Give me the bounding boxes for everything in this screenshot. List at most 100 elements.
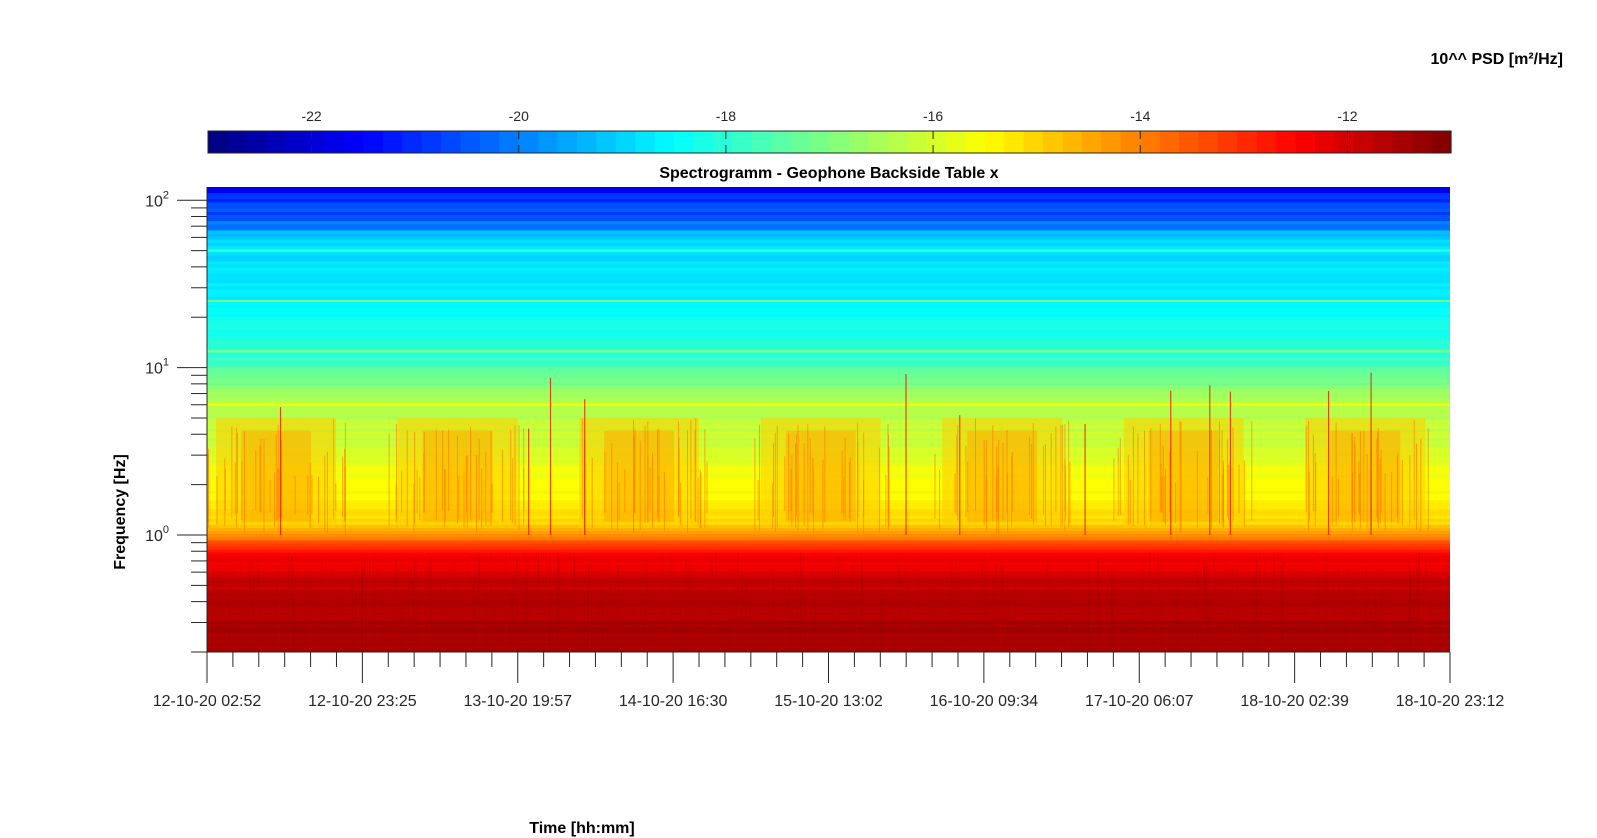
heatmap-row [207, 621, 1450, 625]
colorbar-cell [732, 131, 753, 153]
heatmap-row [207, 258, 1450, 262]
colorbar-cell [946, 131, 967, 153]
colorbar-label: 10^^ PSD [m²/Hz] [1431, 51, 1563, 68]
heatmap-row [207, 314, 1450, 318]
colorbar-cell [654, 131, 675, 153]
heatmap-row [207, 323, 1450, 327]
colorbar-cell [1062, 131, 1083, 153]
heatmap-row [207, 270, 1450, 275]
heatmap-row [207, 546, 1450, 551]
heatmap-row [207, 326, 1450, 331]
colorbar-cell [635, 131, 656, 153]
y-tick-label: 102 [145, 189, 169, 210]
colorbar-cell [421, 131, 442, 153]
heatmap-row [207, 617, 1450, 622]
heatmap-row [207, 273, 1450, 278]
colorbar-cell [305, 131, 326, 153]
heatmap-row [207, 267, 1450, 272]
colorbar-cell [1217, 131, 1238, 153]
colorbar-tick-label: -20 [509, 108, 529, 124]
x-tick-label: 13-10-20 19:57 [463, 693, 572, 710]
heatmap-row [207, 276, 1450, 281]
colorbar-cell [1043, 131, 1064, 153]
colorbar-cell [1315, 131, 1336, 153]
heatmap-row [207, 283, 1450, 287]
heatmap-row [207, 373, 1450, 377]
activity-region [967, 430, 1038, 522]
heatmap-row [207, 543, 1450, 548]
colorbar-cell [382, 131, 403, 153]
heatmap-row [207, 304, 1450, 309]
colorbar-cell [1179, 131, 1200, 153]
colorbar-cell [674, 131, 695, 153]
heatmap-row [207, 311, 1450, 315]
colorbar-cell [479, 131, 500, 153]
heatmap-row [207, 633, 1450, 637]
heatmap-row [207, 224, 1450, 228]
colorbar-cell [1431, 131, 1452, 153]
heatmap-row [207, 196, 1450, 200]
heatmap-row [207, 320, 1450, 324]
colorbar-cell [1004, 131, 1025, 153]
heatmap-row [207, 574, 1450, 579]
heatmap-row [207, 537, 1450, 541]
colorbar-cell [1023, 131, 1044, 153]
heatmap-row [207, 580, 1450, 585]
colorbar-cell [227, 131, 248, 153]
colorbar-cell [518, 131, 539, 153]
heatmap-row [207, 199, 1450, 203]
heatmap-row [207, 648, 1450, 652]
heatmap-row [207, 338, 1450, 343]
colorbar-cell [1353, 131, 1374, 153]
colorbar-cell [712, 131, 733, 153]
heatmap-row [207, 645, 1450, 650]
heatmap-row [207, 286, 1450, 290]
colorbar-tick-label: -18 [716, 108, 736, 124]
heatmap-row [207, 549, 1450, 554]
colorbar-cell [771, 131, 792, 153]
heatmap-row [207, 245, 1450, 250]
heatmap-row [207, 608, 1450, 613]
heatmap-row [207, 593, 1450, 597]
colorbar-cell [538, 131, 559, 153]
heatmap-row [207, 599, 1450, 603]
heatmap-row [207, 413, 1450, 417]
heatmap-row [207, 295, 1450, 300]
x-axis: 12-10-20 02:52 12-10-20 23:25 13-10-20 19:… [153, 651, 1504, 710]
heatmap-row [207, 280, 1450, 284]
heatmap-row [207, 230, 1450, 234]
heatmap-row [207, 335, 1450, 340]
heatmap-row [207, 385, 1450, 389]
heatmap-row [207, 397, 1450, 402]
heatmap-row [207, 586, 1450, 591]
colorbar-cell [887, 131, 908, 153]
colorbar-cell [829, 131, 850, 153]
heatmap-row [207, 555, 1450, 560]
heatmap-row [207, 329, 1450, 334]
colorbar-cell [984, 131, 1005, 153]
heatmap-row [207, 379, 1450, 383]
spectrogram-heatmap [207, 187, 1450, 652]
heatmap-row [207, 590, 1450, 594]
heatmap-row [207, 583, 1450, 588]
colorbar-cell [907, 131, 928, 153]
heatmap-row [207, 605, 1450, 610]
colorbar-tick-label: -12 [1337, 108, 1357, 124]
heatmap-row [207, 624, 1450, 628]
heatmap-row [207, 233, 1450, 238]
colorbar-cell [460, 131, 481, 153]
heatmap-row [207, 301, 1450, 306]
colorbar-ticks: -22 -20 -18 -16 -14 -12 [301, 108, 1358, 153]
heatmap-row [207, 394, 1450, 399]
x-tick-label: 12-10-20 02:52 [153, 693, 262, 710]
heatmap-row [207, 528, 1450, 532]
colorbar-cell [965, 131, 986, 153]
y-axis: 100 101 102 [145, 187, 208, 653]
x-tick-label: 14-10-20 16:30 [619, 693, 728, 710]
heatmap-row [207, 376, 1450, 380]
heatmap-row [207, 407, 1450, 411]
heatmap-row [207, 205, 1450, 210]
colorbar-cell [577, 131, 598, 153]
heatmap-row [207, 552, 1450, 557]
